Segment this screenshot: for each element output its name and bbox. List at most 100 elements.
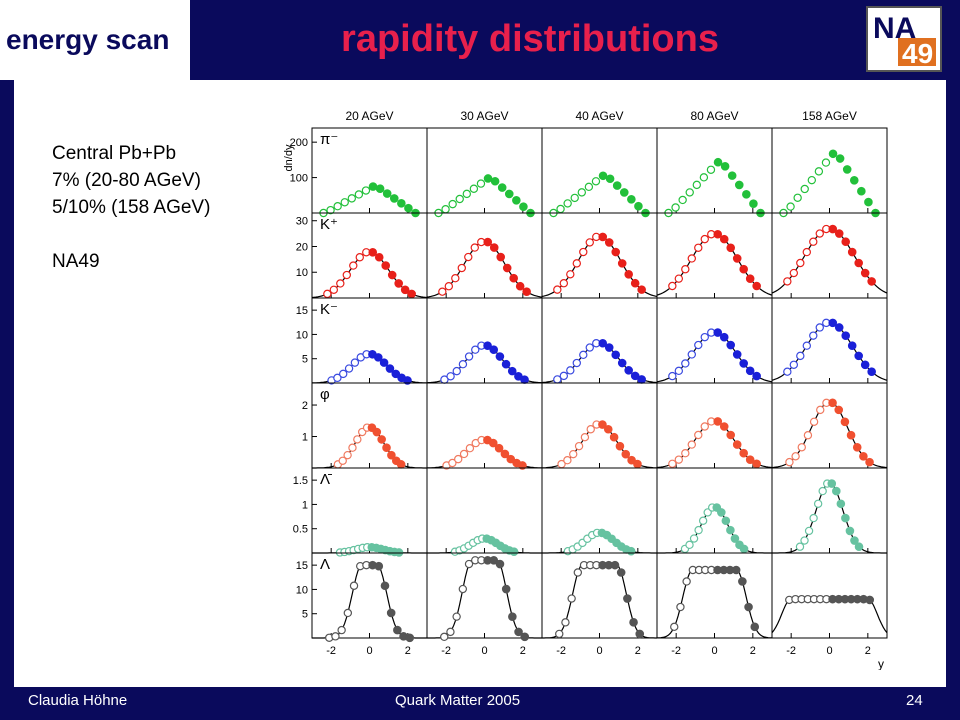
x-tick-label: -2 [671, 645, 681, 657]
data-point-filled [520, 632, 530, 642]
rapidity-grid-chart: 20 AGeV 30 AGeV 40 AGeV 80 AGeV 158 AGeV dn/d… [283, 109, 888, 670]
data-point-filled [627, 455, 636, 465]
data-point-filled [404, 203, 413, 213]
data-point-filled [854, 351, 863, 361]
data-point-filled [483, 237, 493, 247]
data-point-open [809, 417, 819, 426]
data-point-filled [841, 331, 851, 340]
data-point-filled [719, 234, 729, 244]
data-point-open [470, 243, 479, 252]
data-point-open [348, 443, 357, 452]
data-point-open [446, 627, 455, 637]
data-point-open [476, 179, 486, 188]
data-point-open [452, 366, 461, 376]
data-point-filled [828, 318, 838, 328]
data-point-open [800, 184, 809, 194]
data-point-filled [749, 199, 758, 208]
data-point-open [795, 542, 805, 551]
data-point-filled [721, 516, 731, 526]
data-point-open [343, 608, 353, 618]
data-point-filled [368, 247, 378, 257]
data-point-filled [393, 625, 402, 635]
data-point-open [454, 454, 463, 464]
data-point-filled [518, 461, 527, 470]
data-point-filled [609, 432, 619, 442]
data-point-filled [834, 405, 844, 415]
data-point-open [471, 345, 480, 354]
data-point-open [555, 629, 564, 639]
data-point-filled [719, 422, 729, 431]
x-tick-label: -2 [556, 645, 566, 657]
data-point-filled [752, 371, 761, 381]
data-point-filled [865, 595, 875, 605]
data-point-filled [604, 343, 614, 352]
data-point-open [339, 369, 348, 379]
y-tick-label: 10 [296, 329, 308, 341]
data-point-filled [507, 366, 517, 376]
data-point-filled [629, 618, 638, 627]
data-point-open [337, 625, 346, 635]
data-point-open [694, 430, 703, 440]
data-point-open [800, 536, 809, 545]
section-banner: energy scan [0, 0, 190, 80]
data-point-filled [867, 277, 876, 286]
data-point-open [459, 449, 469, 459]
column-title: 30 AGeV [460, 109, 508, 123]
data-point-open [342, 270, 351, 280]
data-point-open [451, 274, 460, 283]
data-point-open [793, 193, 802, 202]
data-point-filled [732, 440, 742, 449]
data-point-open [685, 188, 694, 197]
data-point-open [809, 331, 818, 340]
x-tick-label: -2 [326, 645, 336, 657]
data-point-open [689, 534, 699, 543]
data-point-filled [828, 398, 837, 408]
data-point-open [569, 449, 578, 459]
data-point-filled [852, 442, 862, 452]
data-point-open [579, 247, 588, 257]
data-point-filled [719, 332, 729, 342]
data-point-open [333, 373, 342, 383]
data-point-open [783, 367, 792, 376]
data-point-open [353, 435, 362, 444]
data-point-filled [739, 544, 749, 554]
data-point-open [448, 458, 457, 468]
data-point-filled [405, 633, 415, 643]
y-tick-label: 100 [290, 173, 308, 185]
data-point-open [706, 165, 716, 174]
data-point-filled [621, 449, 631, 459]
data-point-open [699, 173, 709, 182]
data-point-open [455, 194, 464, 204]
data-point-open [700, 234, 709, 244]
data-point-open [674, 274, 684, 283]
y-tick-label: 15 [296, 305, 308, 317]
data-point-open [563, 199, 572, 208]
data-point-filled [598, 338, 608, 348]
data-point-filled [840, 417, 850, 427]
data-point-filled [717, 508, 726, 517]
data-point-open [796, 351, 805, 361]
y-tick-label: 200 [290, 137, 308, 149]
data-point-filled [598, 420, 607, 429]
data-point-open [343, 450, 352, 460]
data-point-filled [617, 259, 627, 268]
data-point-filled [368, 182, 378, 191]
data-point-filled [626, 546, 636, 556]
data-point-open [687, 440, 696, 449]
x-tick-label: 0 [481, 645, 487, 657]
data-point-filled [841, 513, 850, 523]
data-point-filled [859, 452, 868, 461]
data-point-open [326, 205, 335, 215]
data-point-open [807, 175, 817, 185]
data-point-open [563, 456, 572, 465]
data-point-filled [730, 534, 740, 543]
data-point-open [786, 202, 795, 211]
data-point-filled [385, 364, 395, 373]
info-line: 5/10% (158 AGeV) [52, 197, 211, 218]
data-point-filled [738, 577, 747, 586]
data-point-open [815, 229, 824, 238]
data-point-open [572, 259, 581, 268]
data-point-open [668, 459, 677, 469]
data-point-filled [504, 189, 514, 199]
data-point-filled [389, 194, 399, 203]
